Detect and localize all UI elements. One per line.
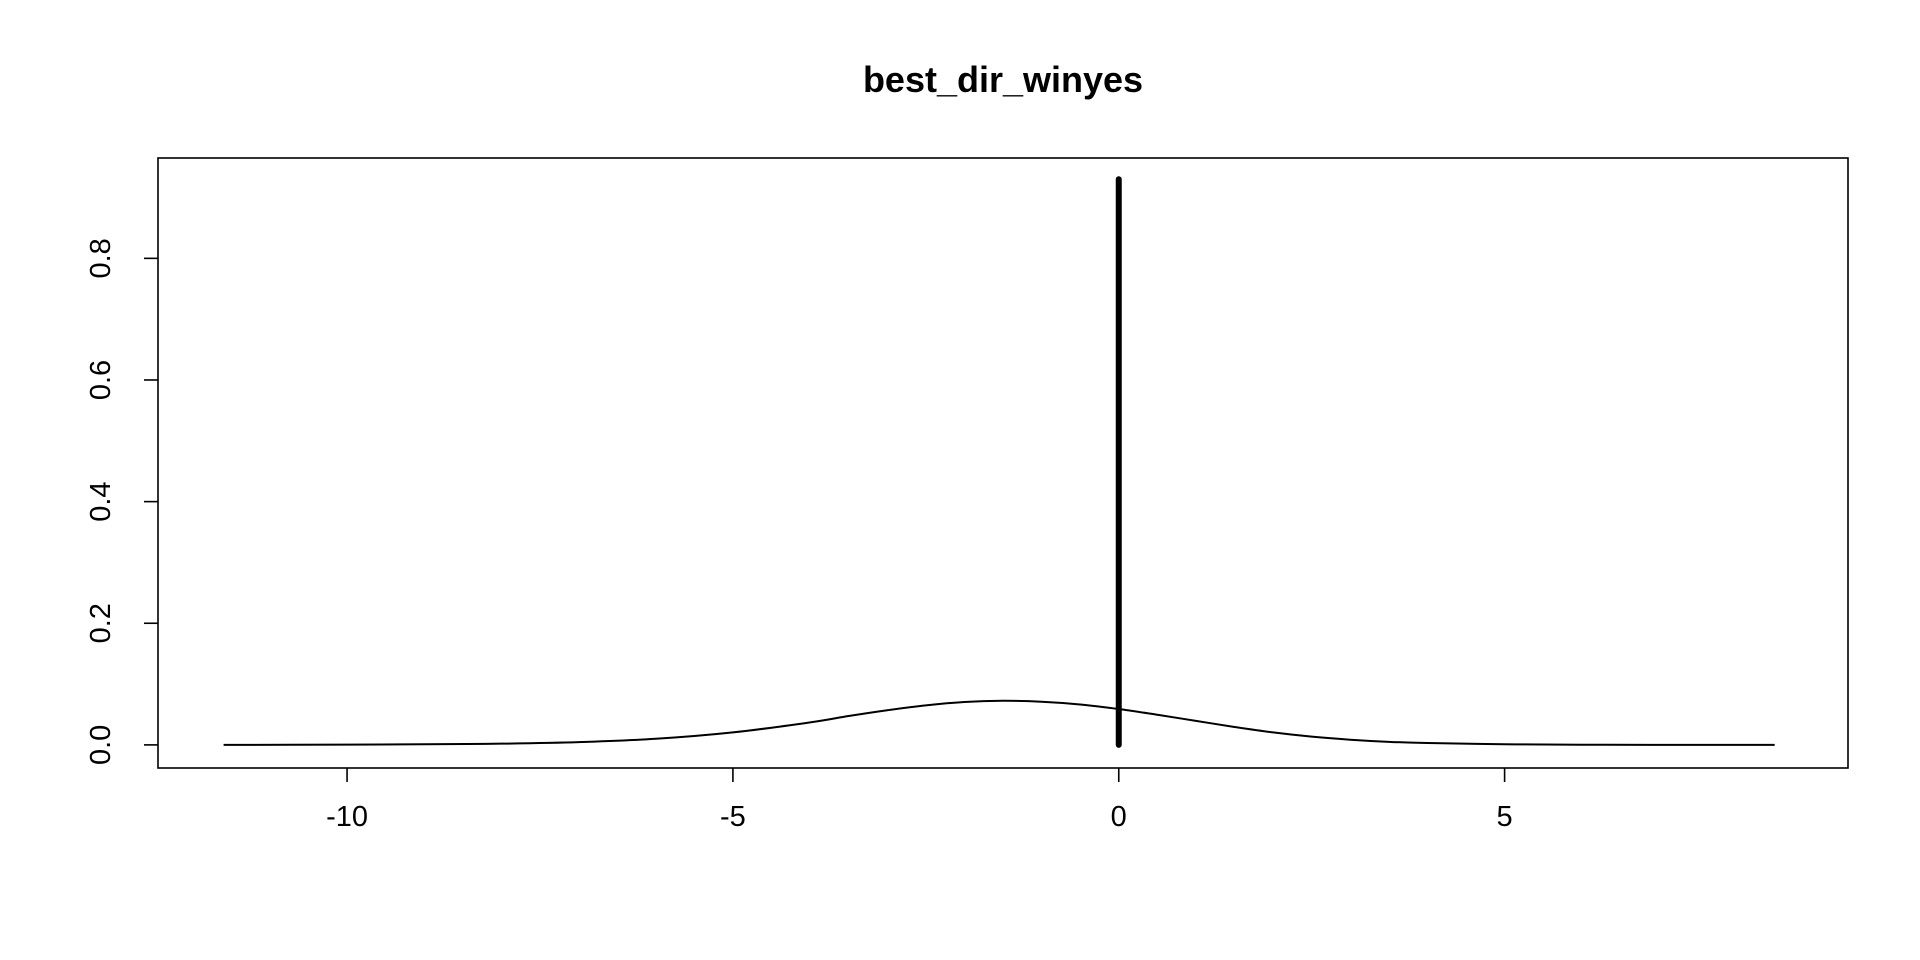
density-curve xyxy=(223,699,1775,746)
y-axis: 0.0 0.2 0.4 0.6 0.8 xyxy=(85,238,158,765)
x-tick-label: -10 xyxy=(326,801,368,833)
y-tick-label: 0.2 xyxy=(85,603,117,643)
y-tick-label: 0.8 xyxy=(85,238,117,278)
plot-frame xyxy=(157,157,1849,769)
y-tick-label: 0.6 xyxy=(85,360,117,400)
x-tick-label: 5 xyxy=(1497,801,1513,833)
y-tick-label: 0.4 xyxy=(85,481,117,521)
chart-title: best_dir_winyes xyxy=(863,59,1143,100)
x-tick-label: -5 xyxy=(720,801,746,833)
series-layer xyxy=(223,176,1775,748)
x-axis: -10 -5 0 5 xyxy=(326,768,1513,833)
x-tick-label: 0 xyxy=(1111,801,1127,833)
y-tick-label: 0.0 xyxy=(85,725,117,765)
